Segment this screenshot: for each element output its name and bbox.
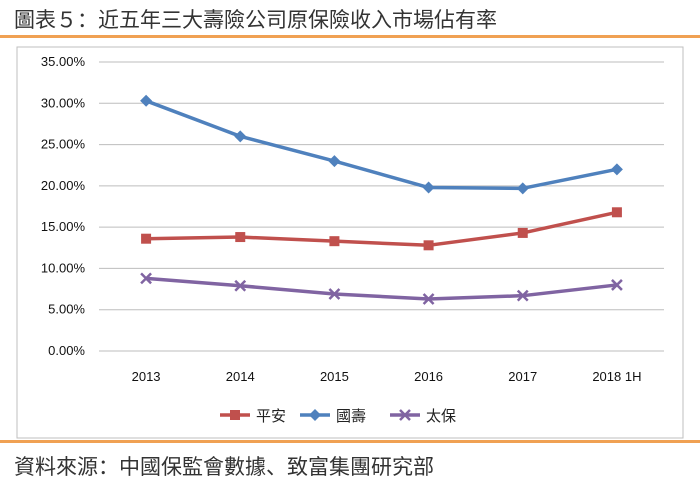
data-point (140, 272, 152, 285)
legend-marker (230, 410, 240, 420)
chart-frame (16, 46, 684, 439)
data-point (328, 288, 341, 300)
chart-title: 圖表５：近五年三大壽險公司原保險收入市場佔有率 (14, 8, 497, 32)
x-tick-label: 2014 (226, 369, 255, 384)
data-point (422, 181, 435, 194)
series-line-2 (145, 99, 618, 191)
source-note: 資料來源：中國保監會數據、致富集團研究部 (14, 455, 434, 479)
y-tick-label: 5.00% (48, 302, 85, 317)
legend-label: 平安 (256, 407, 286, 425)
bottom-divider (0, 440, 700, 443)
y-tick-label: 15.00% (41, 219, 86, 234)
data-point (234, 130, 247, 143)
line-chart: 0.00% 5.00% 10.00% 15.00% 20.00% 25.00% 30.00%… (16, 46, 684, 439)
legend-marker (309, 409, 321, 421)
y-tick-label: 0.00% (48, 343, 85, 358)
data-point (234, 279, 247, 292)
y-tick-label: 10.00% (41, 260, 86, 275)
data-point (611, 279, 623, 291)
data-point (140, 94, 153, 107)
x-tick-label: 2018 1H (592, 369, 641, 384)
x-tick-label: 2016 (414, 369, 443, 384)
data-point (610, 163, 623, 176)
x-tick-label: 2017 (508, 369, 537, 384)
data-point (328, 155, 341, 168)
top-divider (0, 35, 700, 38)
data-point (329, 236, 340, 247)
y-tick-label: 35.00% (41, 54, 86, 69)
data-point (611, 207, 622, 218)
y-tick-label: 20.00% (41, 178, 86, 193)
series-line-3 (145, 276, 618, 301)
y-tick-label: 30.00% (41, 95, 86, 110)
legend-label: 國壽 (336, 407, 366, 425)
series-line-1 (146, 210, 618, 248)
data-point (516, 182, 529, 195)
data-point (423, 240, 434, 251)
data-point (235, 232, 246, 243)
y-tick-label: 25.00% (41, 137, 86, 152)
x-tick-label: 2015 (320, 369, 349, 384)
data-point (517, 227, 528, 238)
data-point (141, 233, 152, 244)
x-tick-label: 2013 (132, 369, 161, 384)
legend-label: 太保 (426, 407, 456, 425)
legend-marker (399, 409, 411, 421)
data-point (422, 293, 435, 305)
data-point (516, 289, 529, 302)
